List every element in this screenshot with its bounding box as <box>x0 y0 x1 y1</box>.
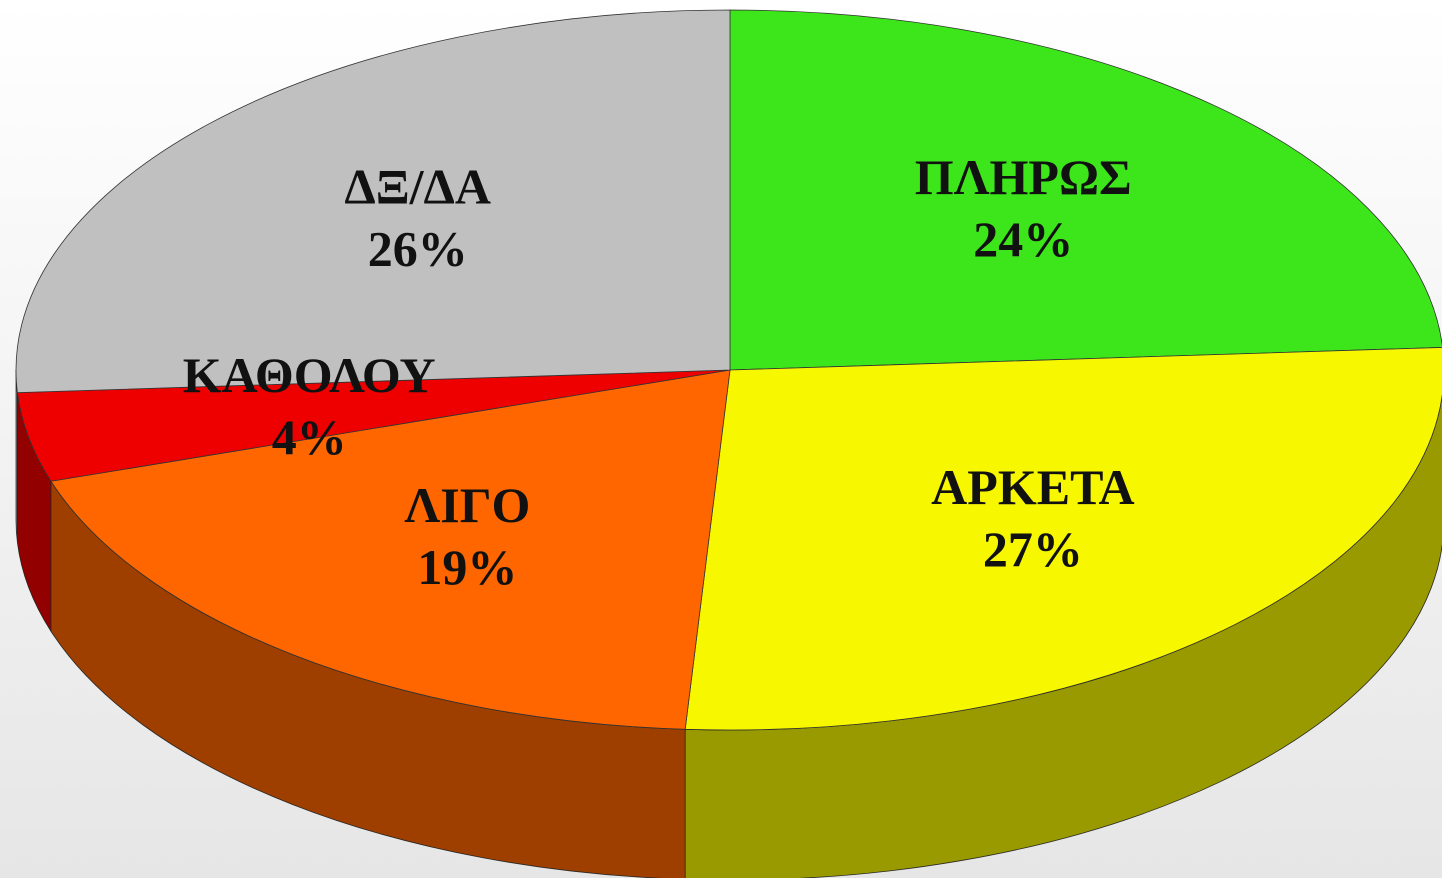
slice-side-shade <box>685 396 1442 878</box>
slice-side-shade <box>17 392 51 632</box>
slice <box>684 347 1442 731</box>
slice-value-label: 24% <box>973 211 1073 267</box>
slice-value-label: 19% <box>417 539 517 595</box>
slice-label: ΔΞ/ΔΑ <box>344 159 491 215</box>
slice <box>15 9 731 394</box>
pie-labels: ΠΛΗΡΩΣ 24% ΑΡΚΕΤΑ 27% ΛΙΓΟ 19% ΚΑΘΟΛΟΥ 4% ΔΞ/ΔΑ 2… <box>183 149 1135 595</box>
slice-value-label: 4% <box>272 409 347 465</box>
slice <box>16 369 731 482</box>
slice-label: ΚΑΘΟΛΟΥ <box>183 347 436 403</box>
slice-label: ΠΛΗΡΩΣ <box>915 149 1132 205</box>
slice-side-shade <box>16 370 18 543</box>
slice <box>729 9 1442 371</box>
slice-label: ΛΙΓΟ <box>404 477 530 533</box>
slice-value-label: 27% <box>983 521 1083 577</box>
slice-value-label: 26% <box>368 221 468 277</box>
pie-tops <box>15 9 1442 731</box>
slice-label: ΑΡΚΕΤΑ <box>931 459 1135 515</box>
slice-side-shade <box>50 481 686 878</box>
slice <box>50 369 731 730</box>
